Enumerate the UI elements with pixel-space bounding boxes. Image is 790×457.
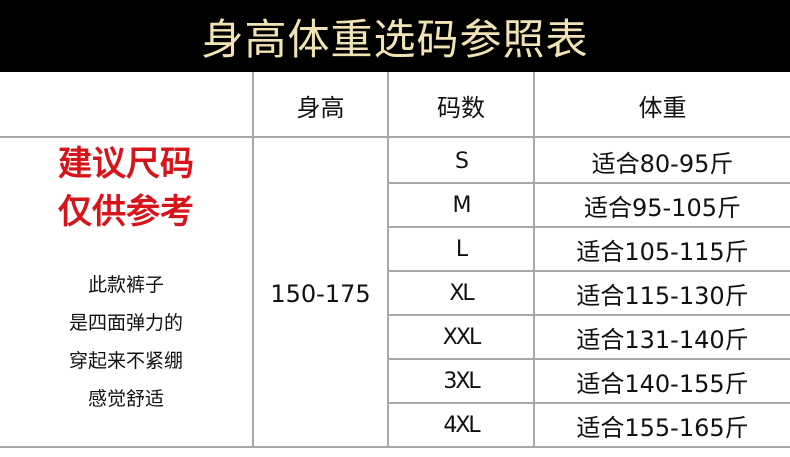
advice-line: 仅供参考: [58, 192, 194, 232]
weight-cell: 适合95-105斤: [583, 193, 741, 222]
column-divider: [252, 72, 254, 448]
weight-cell: 适合140-155斤: [576, 369, 749, 398]
header-size: 码数: [437, 93, 485, 122]
note-line: 穿起来不紧绷: [68, 350, 183, 372]
row-divider: [387, 270, 790, 272]
size-cell: L: [455, 236, 468, 262]
header-divider: [0, 136, 790, 138]
advice-text: 建议尺码 仅供参考: [0, 140, 252, 236]
note-line: 感觉舒适: [87, 388, 164, 410]
size-cell: 4XL: [443, 412, 480, 438]
header-height: 身高: [296, 93, 345, 122]
note-line: 是四面弹力的: [68, 312, 183, 334]
weight-cell: 适合131-140斤: [576, 325, 749, 354]
row-divider: [387, 314, 790, 316]
header-weight: 体重: [638, 93, 687, 122]
size-cell: 3XL: [443, 368, 480, 394]
weight-cell: 适合105-115斤: [576, 237, 749, 266]
weight-cell: 适合115-130斤: [576, 281, 749, 310]
row-divider: [387, 182, 790, 184]
column-divider: [387, 72, 389, 448]
column-divider: [533, 72, 535, 448]
product-note: 此款裤子 是四面弹力的 穿起来不紧绷 感觉舒适: [0, 262, 252, 422]
size-cell: XXL: [442, 324, 481, 350]
size-cell: M: [452, 192, 472, 218]
row-divider: [387, 402, 790, 404]
height-range: 150-175: [270, 279, 371, 308]
note-line: 此款裤子: [87, 274, 164, 296]
weight-cell: 适合155-165斤: [576, 413, 749, 442]
page-title: 身高体重选码参照表: [201, 14, 589, 64]
row-divider: [387, 226, 790, 228]
row-divider: [387, 358, 790, 360]
size-cell: S: [455, 148, 469, 174]
size-cell: XL: [449, 280, 474, 306]
weight-cell: 适合80-95斤: [591, 149, 734, 178]
advice-line: 建议尺码: [58, 144, 194, 184]
title-banner: 身高体重选码参照表: [0, 0, 790, 72]
bottom-border: [0, 446, 790, 448]
